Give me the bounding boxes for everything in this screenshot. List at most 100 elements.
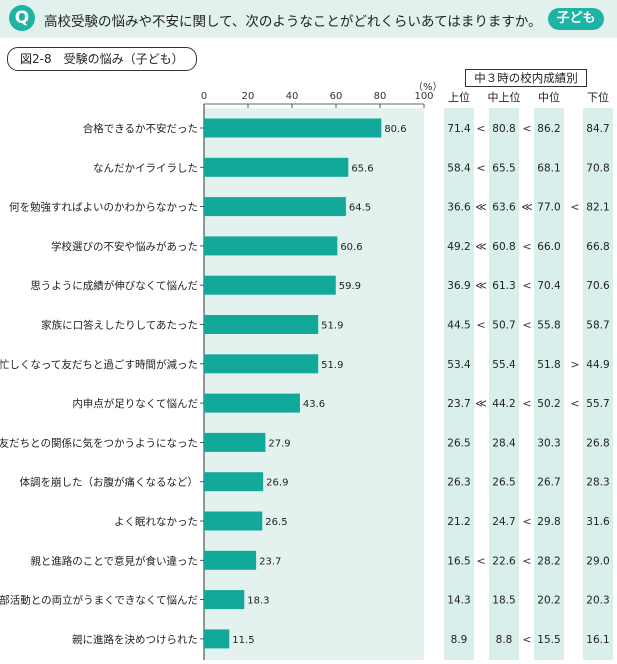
table-cell: 26.5 — [447, 437, 470, 449]
table-cell: 26.7 — [537, 477, 560, 489]
comparison-symbol: ≪ — [475, 279, 487, 292]
bar — [204, 157, 349, 177]
table-column-bg — [534, 108, 564, 660]
table-cell: 23.7 — [447, 398, 470, 410]
data-label: 11.5 — [232, 635, 254, 646]
bar — [204, 197, 346, 217]
table-cell: 66.8 — [586, 241, 609, 253]
data-label: 43.6 — [303, 399, 325, 410]
table-column-header: 下位 — [587, 90, 609, 104]
category-label: 親に進路を決めつけられた — [72, 633, 198, 646]
table-cell: 50.2 — [537, 398, 560, 410]
data-label: 27.9 — [268, 438, 290, 449]
table-cell: 60.8 — [492, 241, 515, 253]
category-label: 忙しくなって友だちと過ごす時間が減った — [0, 358, 198, 371]
data-label: 59.9 — [339, 281, 361, 292]
table-cell: 70.6 — [586, 280, 610, 292]
bar — [204, 118, 382, 138]
table-cell: 30.3 — [537, 437, 560, 449]
comparison-symbol: < — [476, 161, 485, 174]
category-label: よく眠れなかった — [114, 516, 198, 528]
bar — [204, 590, 245, 610]
data-label: 23.7 — [259, 556, 281, 567]
table-cell: 84.7 — [586, 123, 609, 135]
grade-header: 中３時の校内成績別 — [465, 69, 587, 87]
table-cell: 58.7 — [586, 320, 609, 332]
table-column-header: 中位 — [538, 90, 560, 104]
data-label: 26.9 — [266, 478, 288, 489]
table-cell: 22.6 — [492, 555, 516, 567]
table-cell: 28.3 — [586, 477, 609, 489]
comparison-symbol: < — [570, 397, 579, 410]
table-cell: 29.8 — [537, 516, 560, 528]
category-label: 学校選びの不安や悩みがあった — [51, 240, 198, 253]
comparison-symbol: < — [522, 397, 531, 410]
bar — [204, 432, 266, 452]
x-tick-label: 60 — [330, 91, 343, 102]
table-cell: 86.2 — [537, 123, 560, 135]
bar — [204, 629, 230, 649]
comparison-symbol: < — [522, 319, 531, 332]
bar — [204, 275, 336, 295]
table-cell: 70.8 — [586, 162, 609, 174]
data-label: 65.6 — [351, 163, 373, 174]
data-label: 60.6 — [340, 242, 362, 253]
x-tick-label: 0 — [201, 91, 207, 102]
unit-label: （%） — [413, 82, 443, 93]
table-column-bg — [583, 108, 613, 660]
comparison-symbol: < — [522, 633, 531, 646]
table-cell: 24.7 — [492, 516, 515, 528]
data-label: 64.5 — [349, 203, 371, 214]
audience-badge: 子ども — [548, 8, 604, 30]
data-label: 51.9 — [321, 360, 343, 371]
table-cell: 28.4 — [492, 437, 516, 449]
category-label: 思うように成績が伸びなくて悩んだ — [30, 279, 198, 292]
plot-area — [204, 108, 424, 660]
table-cell: 44.2 — [492, 398, 515, 410]
x-tick-label: 20 — [242, 91, 255, 102]
bar — [204, 472, 264, 492]
x-tick-label: 80 — [374, 91, 387, 102]
comparison-symbol: < — [570, 201, 579, 214]
table-cell: 65.5 — [492, 162, 515, 174]
table-cell: 80.8 — [492, 123, 515, 135]
comparison-symbol: < — [522, 515, 531, 528]
comparison-symbol: < — [476, 319, 485, 332]
comparison-symbol: < — [522, 240, 531, 253]
table-cell: 36.6 — [447, 202, 471, 214]
table-cell: 63.6 — [492, 202, 516, 214]
table-cell: 61.3 — [492, 280, 515, 292]
table-cell: 18.5 — [492, 595, 515, 607]
comparison-symbol: ≪ — [521, 201, 533, 214]
table-cell: 28.2 — [537, 555, 560, 567]
category-label: 合格できるか不安だった — [83, 122, 198, 135]
table-cell: 20.2 — [537, 595, 560, 607]
data-label: 80.6 — [384, 124, 406, 135]
table-column-bg — [489, 108, 519, 660]
table-cell: 44.9 — [586, 359, 609, 371]
data-label: 51.9 — [321, 321, 343, 332]
table-cell: 29.0 — [586, 555, 609, 567]
table-cell: 14.3 — [447, 595, 470, 607]
table-cell: 55.8 — [537, 320, 560, 332]
table-cell: 44.5 — [447, 320, 470, 332]
table-cell: 77.0 — [537, 202, 560, 214]
x-tick-label: 40 — [286, 91, 299, 102]
table-cell: 20.3 — [586, 595, 609, 607]
table-cell: 71.4 — [447, 123, 471, 135]
table-column-header: 中上位 — [488, 90, 521, 104]
table-cell: 55.4 — [492, 359, 516, 371]
bar — [204, 550, 257, 570]
table-cell: 26.5 — [492, 477, 515, 489]
comparison-symbol: < — [476, 554, 485, 567]
table-cell: 8.9 — [451, 634, 468, 646]
comparison-symbol: < — [522, 122, 531, 135]
table-cell: 50.7 — [492, 320, 515, 332]
category-label: なんだかイライラした — [93, 162, 198, 174]
table-cell: 70.4 — [537, 280, 561, 292]
table-cell: 26.8 — [586, 437, 609, 449]
table-cell: 8.8 — [496, 634, 513, 646]
comparison-symbol: ≪ — [475, 201, 487, 214]
comparison-symbol: ≪ — [475, 397, 487, 410]
